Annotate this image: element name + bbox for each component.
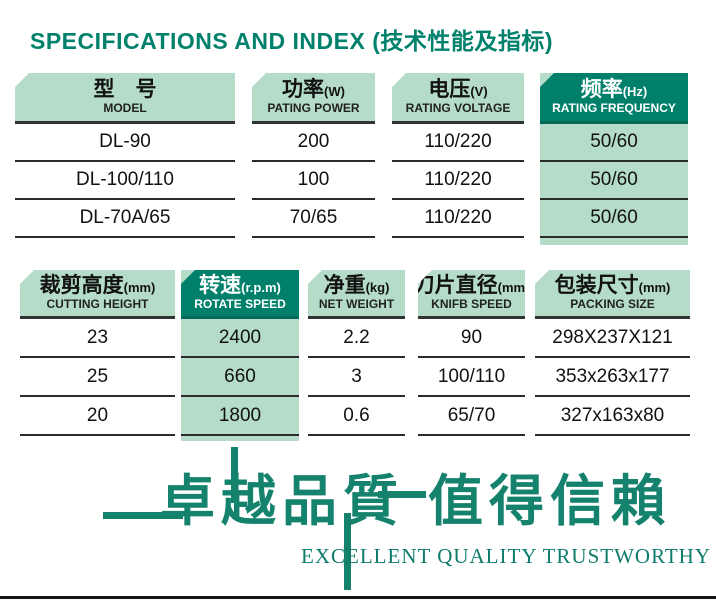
- column-frequency: 频率(Hz) RATING FREQUENCY 50/60 50/60 50/6…: [540, 73, 688, 245]
- table-cell: 2.2: [308, 319, 405, 358]
- connector-line-horizontal-mid: [378, 491, 426, 498]
- slogan-chinese-left: 卓越品質: [160, 470, 405, 532]
- table-cell: 1800: [181, 397, 299, 436]
- table-cell: 25: [20, 358, 175, 397]
- table-cell: 50/60: [540, 162, 688, 200]
- table-cell: 20: [20, 397, 175, 436]
- mechanical-spec-table: 裁剪高度(mm) CUTTING HEIGHT 23 25 20 转速(r.p.…: [20, 270, 710, 450]
- header-en: KNIFB SPEED: [431, 297, 512, 312]
- electrical-spec-table: 型 号 MODEL DL-90 DL-100/110 DL-70A/65 功率(…: [15, 73, 703, 254]
- table-cell: 100/110: [418, 358, 525, 397]
- table-cell: 23: [20, 319, 175, 358]
- column-header-highlight: 频率(Hz) RATING FREQUENCY: [540, 73, 688, 124]
- table-cell: 110/220: [392, 124, 524, 162]
- table-cell: 3: [308, 358, 405, 397]
- column-header: 型 号 MODEL: [15, 73, 235, 124]
- column-header: 刀片直径(mm) KNIFB SPEED: [418, 270, 525, 319]
- column-packing-size: 包装尺寸(mm) PACKING SIZE 298X237X121 353x26…: [535, 270, 690, 436]
- header-cn: 功率: [282, 77, 325, 101]
- table-cell: 660: [181, 358, 299, 397]
- table-cell: 0.6: [308, 397, 405, 436]
- column-rotate-speed: 转速(r.p.m) ROTATE SPEED 2400 660 1800: [181, 270, 299, 441]
- header-unit: (kg): [365, 279, 390, 295]
- slogan-english: EXCELLENT QUALITY TRUSTWORTHY: [301, 544, 711, 568]
- header-cn: 净重: [323, 273, 366, 297]
- header-en: ROTATE SPEED: [194, 297, 286, 312]
- table-cell: 50/60: [540, 200, 688, 238]
- table-cell: 50/60: [540, 124, 688, 162]
- slogan-chinese-right: 值得信賴: [428, 470, 673, 532]
- column-header: 电压(V) RATING VOLTAGE: [392, 73, 524, 124]
- highlight-tail: [540, 238, 688, 245]
- header-cn: 电压: [428, 77, 471, 101]
- header-unit: (W): [324, 83, 345, 99]
- header-unit: (mm): [638, 279, 671, 295]
- header-en: PATING POWER: [267, 101, 360, 116]
- column-net-weight: 净重(kg) NET WEIGHT 2.2 3 0.6: [308, 270, 405, 436]
- column-header: 净重(kg) NET WEIGHT: [308, 270, 405, 319]
- column-header: 裁剪高度(mm) CUTTING HEIGHT: [20, 270, 175, 319]
- connector-line-vertical-top: [231, 447, 238, 503]
- header-cn: 转速: [199, 273, 242, 297]
- connector-line-horizontal-left: [103, 512, 183, 519]
- column-cutting-height: 裁剪高度(mm) CUTTING HEIGHT 23 25 20: [20, 270, 175, 436]
- column-header: 功率(W) PATING POWER: [252, 73, 375, 124]
- table-cell: 298X237X121: [535, 319, 690, 358]
- header-en: RATING FREQUENCY: [552, 101, 676, 116]
- header-en: CUTTING HEIGHT: [46, 297, 149, 312]
- column-voltage: 电压(V) RATING VOLTAGE 110/220 110/220 110…: [392, 73, 524, 238]
- header-cn: 裁剪高度: [39, 273, 124, 297]
- header-unit: (mm): [123, 279, 156, 295]
- column-header: 包装尺寸(mm) PACKING SIZE: [535, 270, 690, 319]
- column-model: 型 号 MODEL DL-90 DL-100/110 DL-70A/65: [15, 73, 235, 238]
- table-cell: 327x163x80: [535, 397, 690, 436]
- header-en: NET WEIGHT: [318, 297, 395, 312]
- header-en: RATING VOLTAGE: [405, 101, 511, 116]
- header-cn: 包装尺寸: [554, 273, 639, 297]
- header-cn: 刀片直径: [413, 273, 498, 297]
- connector-line-vertical-bottom: [344, 513, 351, 590]
- table-cell: 100: [252, 162, 375, 200]
- header-en: MODEL: [103, 101, 147, 116]
- header-cn: 型 号: [93, 77, 157, 101]
- column-header-highlight: 转速(r.p.m) ROTATE SPEED: [181, 270, 299, 319]
- header-unit: (Hz): [622, 83, 648, 99]
- column-knife-diameter: 刀片直径(mm) KNIFB SPEED 90 100/110 65/70: [418, 270, 525, 436]
- table-cell: 65/70: [418, 397, 525, 436]
- table-cell: 353x263x177: [535, 358, 690, 397]
- table-cell: 90: [418, 319, 525, 358]
- header-en: PACKING SIZE: [570, 297, 655, 312]
- table-cell: 110/220: [392, 200, 524, 238]
- table-cell: DL-100/110: [15, 162, 235, 200]
- table-cell: 200: [252, 124, 375, 162]
- table-cell: 2400: [181, 319, 299, 358]
- header-unit: (mm): [497, 279, 530, 295]
- bottom-divider: [0, 596, 716, 599]
- column-power: 功率(W) PATING POWER 200 100 70/65: [252, 73, 375, 238]
- header-cn: 频率: [580, 77, 623, 101]
- highlight-tail: [181, 436, 299, 441]
- page-title: SPECIFICATIONS AND INDEX (技术性能及指标): [30, 28, 554, 54]
- table-cell: DL-70A/65: [15, 200, 235, 238]
- header-unit: (r.p.m): [241, 279, 281, 295]
- table-cell: 70/65: [252, 200, 375, 238]
- table-cell: 110/220: [392, 162, 524, 200]
- table-cell: DL-90: [15, 124, 235, 162]
- header-unit: (V): [470, 83, 488, 99]
